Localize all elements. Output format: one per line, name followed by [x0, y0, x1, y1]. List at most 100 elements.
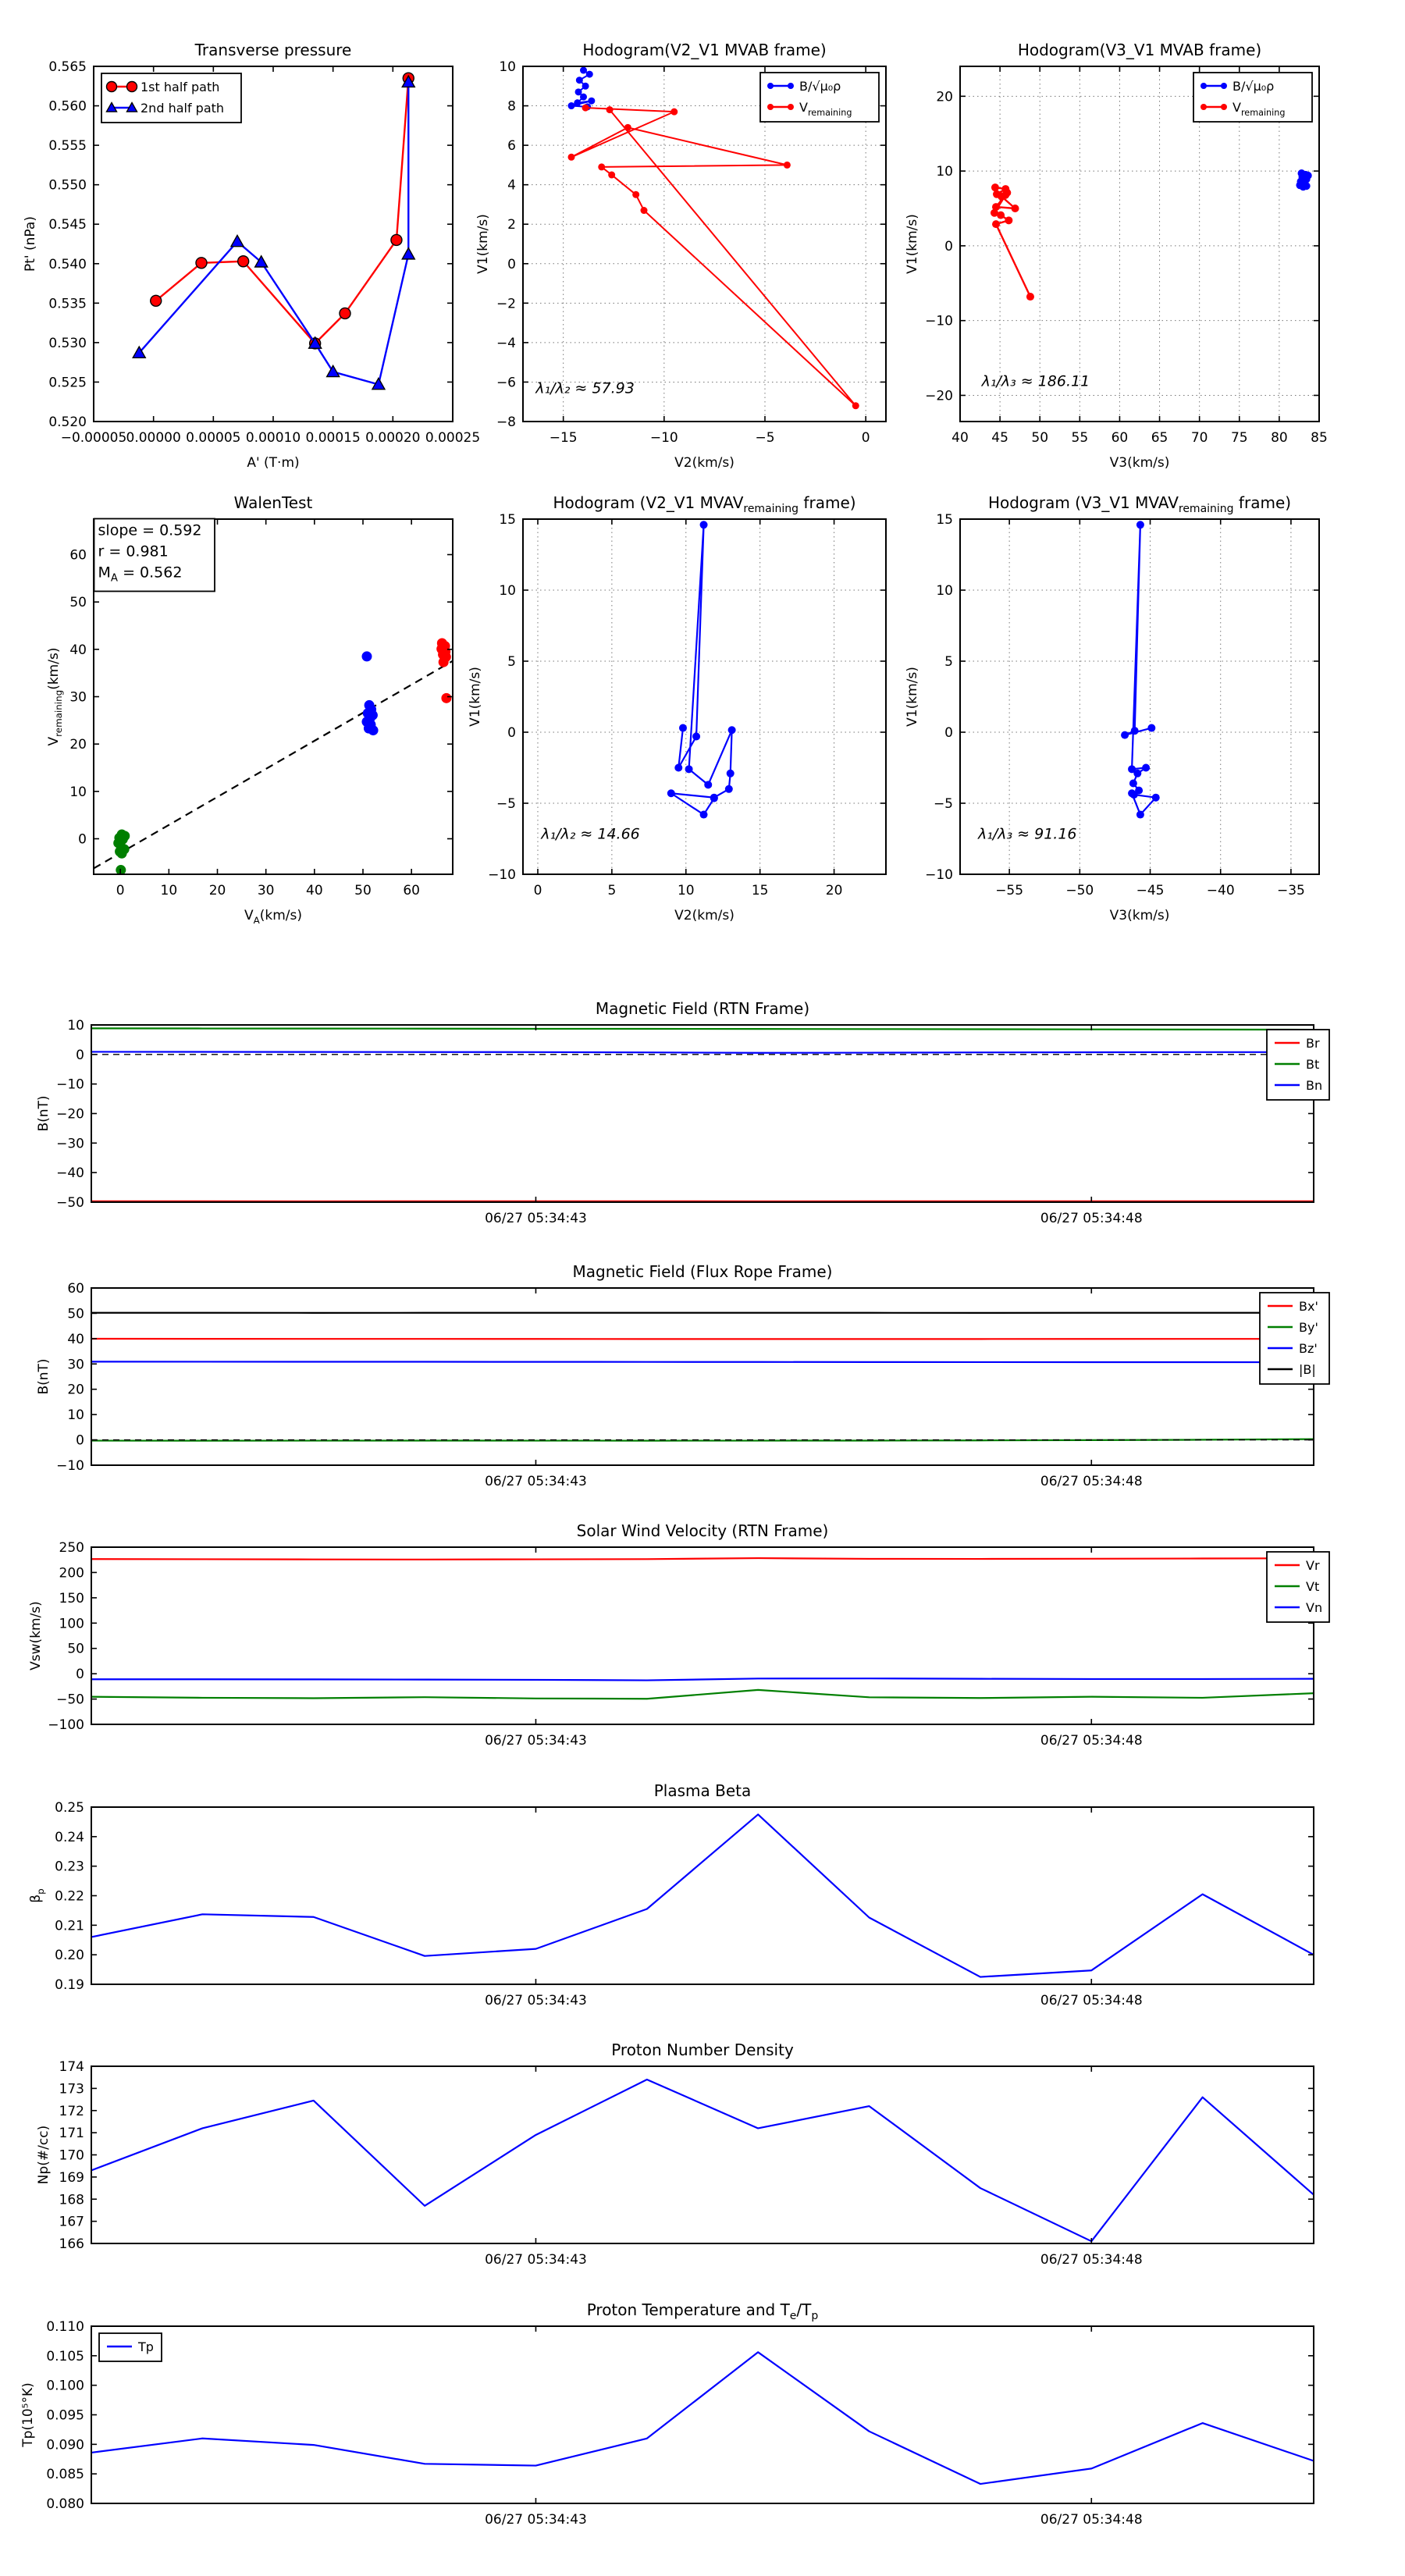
svg-text:150: 150 [59, 1591, 84, 1606]
y-axis-label: V1(km/s) [468, 667, 483, 727]
annotation: λ₁/λ₂ ≈ 14.66 [540, 826, 640, 843]
plot-magnetic-field-rtn: 06/27 05:34:43 06/27 05:34:48 −50 −40 −30 −20… [36, 999, 1330, 1226]
tick-labels: 06/27 05:34:43 06/27 05:34:48 166 167 168 169… [59, 2059, 1143, 2268]
svg-text:85: 85 [1311, 430, 1328, 446]
plot-title: Hodogram (V3_V1 MVAVremaining frame) [988, 493, 1291, 515]
svg-text:15: 15 [499, 512, 516, 528]
svg-text:−5: −5 [755, 430, 774, 446]
svg-text:06/27 05:34:43: 06/27 05:34:43 [485, 1211, 587, 1226]
svg-text:0: 0 [76, 1048, 84, 1063]
svg-text:0.22: 0.22 [55, 1889, 84, 1905]
tick-labels: 0 5 10 15 20 −10 −5 0 5 10 15 [488, 512, 842, 898]
svg-text:0.550: 0.550 [48, 178, 87, 194]
svg-text:06/27 05:34:48: 06/27 05:34:48 [1040, 1733, 1143, 1749]
svg-text:0.00010: 0.00010 [246, 430, 301, 446]
svg-text:0.23: 0.23 [55, 1859, 84, 1875]
ticks [523, 66, 886, 422]
svg-text:20: 20 [826, 883, 843, 898]
svg-text:5: 5 [607, 883, 616, 898]
svg-text:40: 40 [67, 1332, 84, 1347]
series-V-remaining [990, 183, 1034, 301]
legend-label: B/√μ₀ρ [1232, 79, 1274, 94]
svg-text:−50: −50 [56, 1195, 84, 1211]
svg-text:10: 10 [499, 583, 516, 599]
svg-text:5: 5 [507, 654, 516, 670]
svg-text:172: 172 [59, 2104, 84, 2119]
svg-text:slope = 0.592: slope = 0.592 [98, 521, 202, 539]
svg-text:−6: −6 [496, 375, 516, 390]
legend-label: Bn [1306, 1078, 1322, 1093]
annotation: λ₁/λ₂ ≈ 57.93 [535, 380, 635, 397]
svg-text:0.00005: 0.00005 [186, 430, 240, 446]
series-v-path [667, 521, 736, 819]
tick-labels: 06/27 05:34:43 06/27 05:34:48 −100 −50 0 50 10… [48, 1540, 1142, 1749]
tick-labels: 0 10 20 30 40 50 60 0 10 20 30 40 50 60 [69, 548, 420, 899]
svg-text:0.19: 0.19 [55, 1977, 84, 1993]
svg-text:0.25: 0.25 [55, 1800, 84, 1816]
svg-text:0.21: 0.21 [55, 1918, 84, 1934]
legend-label: |B| [1299, 1362, 1316, 1377]
svg-text:170: 170 [59, 2148, 84, 2164]
legend-label: Tp [137, 2339, 154, 2354]
legend: Br Bt Bn [1266, 1029, 1330, 1101]
svg-text:0.00015: 0.00015 [306, 430, 361, 446]
ticks [91, 1546, 1314, 1725]
svg-text:0.530: 0.530 [48, 336, 87, 351]
svg-text:−35: −35 [1277, 883, 1305, 898]
svg-text:06/27 05:34:43: 06/27 05:34:43 [485, 2252, 587, 2268]
svg-text:0: 0 [507, 725, 516, 741]
svg-text:50: 50 [1031, 430, 1048, 446]
legend-label: Br [1306, 1036, 1320, 1051]
svg-text:−45: −45 [1136, 883, 1165, 898]
svg-text:174: 174 [59, 2059, 84, 2075]
svg-text:0: 0 [507, 257, 516, 272]
plot-title: Hodogram (V2_V1 MVAVremaining frame) [553, 493, 855, 515]
tick-labels: 06/27 05:34:43 06/27 05:34:48 0.080 0.085 0.… [46, 2319, 1142, 2528]
svg-text:−4: −4 [496, 336, 516, 351]
plot-walen-test: 0 10 20 30 40 50 60 0 10 20 30 40 50 60 WalenTest VA(km… [46, 493, 454, 926]
series-Bn [91, 1051, 1314, 1054]
svg-text:06/27 05:34:48: 06/27 05:34:48 [1040, 1474, 1143, 1489]
legend-label: 1st half path [140, 80, 219, 94]
svg-text:−2: −2 [496, 296, 516, 311]
svg-text:−10: −10 [925, 314, 953, 329]
svg-text:6: 6 [507, 138, 516, 154]
svg-text:70: 70 [1191, 430, 1208, 446]
series-cluster-green [113, 829, 130, 876]
svg-text:0: 0 [534, 883, 542, 898]
svg-text:0.545: 0.545 [48, 217, 87, 233]
plot-title: Proton Temperature and Te/Tp [587, 2300, 819, 2322]
svg-text:20: 20 [936, 89, 953, 105]
legend-label: By' [1299, 1320, 1318, 1335]
svg-text:0.00025: 0.00025 [425, 430, 480, 446]
ticks [91, 2065, 1314, 2244]
x-axis-label: VA(km/s) [244, 908, 302, 926]
legend: B/√μ₀ρ Vremaining [759, 72, 880, 123]
svg-text:0: 0 [116, 883, 125, 898]
svg-text:λ₁/λ₃ ≈ 91.16: λ₁/λ₃ ≈ 91.16 [977, 826, 1077, 843]
plot-title: Magnetic Field (Flux Rope Frame) [573, 1262, 833, 1281]
svg-text:40: 40 [951, 430, 969, 446]
svg-text:171: 171 [59, 2126, 84, 2141]
plot-hodogram-v3v1-mvab: 40 45 50 55 60 65 70 75 80 85 −20 −10 0 10 20 Hodogram(… [905, 41, 1328, 471]
series-Bt [91, 1027, 1314, 1031]
legend-label: Vr [1306, 1558, 1320, 1573]
svg-text:15: 15 [936, 512, 953, 528]
svg-text:−0.00005: −0.00005 [61, 430, 127, 446]
svg-text:4: 4 [507, 178, 516, 194]
svg-text:0.540: 0.540 [48, 257, 87, 272]
plot-title: Solar Wind Velocity (RTN Frame) [577, 1521, 829, 1540]
svg-text:−15: −15 [550, 430, 578, 446]
svg-text:06/27 05:34:48: 06/27 05:34:48 [1040, 2252, 1143, 2268]
svg-text:−5: −5 [496, 796, 516, 812]
svg-text:169: 169 [59, 2170, 84, 2186]
svg-text:06/27 05:34:43: 06/27 05:34:43 [485, 2512, 587, 2528]
legend: Vr Vt Vn [1266, 1551, 1330, 1623]
svg-text:0.520: 0.520 [48, 415, 87, 430]
plot-title: Hodogram(V2_V1 MVAB frame) [582, 41, 826, 59]
svg-text:0: 0 [944, 725, 953, 741]
svg-text:173: 173 [59, 2081, 84, 2097]
svg-text:80: 80 [1271, 430, 1288, 446]
plot-title: WalenTest [234, 493, 313, 512]
